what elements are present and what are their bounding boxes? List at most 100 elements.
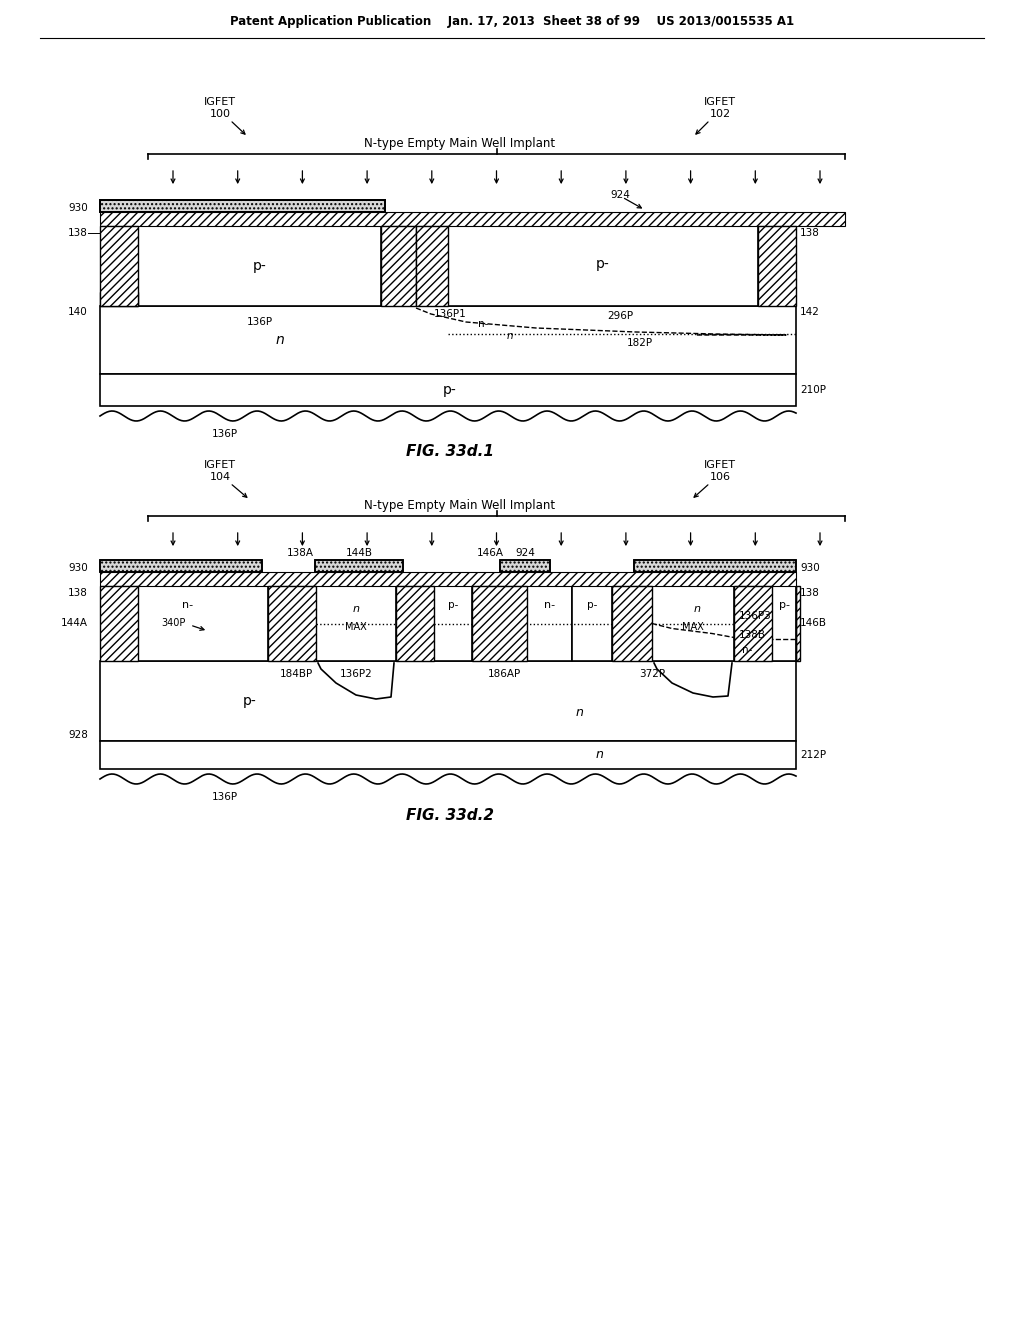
Text: IGFET: IGFET xyxy=(204,459,236,470)
Text: p-: p- xyxy=(596,257,610,271)
Text: IGFET: IGFET xyxy=(705,459,736,470)
Bar xyxy=(138,586,268,661)
Bar xyxy=(527,586,572,661)
Text: N-type Empty Main Well Implant: N-type Empty Main Well Implant xyxy=(365,136,556,149)
Text: 138: 138 xyxy=(69,228,88,238)
Text: n: n xyxy=(693,603,700,614)
Text: FIG. 33d.2: FIG. 33d.2 xyxy=(406,808,494,822)
Text: 372P: 372P xyxy=(639,669,665,678)
Bar xyxy=(758,226,796,306)
Bar xyxy=(100,201,385,213)
Text: 144B: 144B xyxy=(345,548,373,558)
Text: 140: 140 xyxy=(69,308,88,317)
Bar xyxy=(100,560,262,572)
Bar xyxy=(416,226,449,306)
Bar xyxy=(100,661,796,741)
Text: n-: n- xyxy=(182,599,194,610)
Text: 136P2: 136P2 xyxy=(340,669,373,678)
Text: 924: 924 xyxy=(515,548,535,558)
Bar xyxy=(100,572,796,586)
Bar xyxy=(734,586,772,661)
Text: p-: p- xyxy=(243,694,257,708)
Text: N-type Empty Main Well Implant: N-type Empty Main Well Implant xyxy=(365,499,556,511)
Text: 100: 100 xyxy=(210,110,230,119)
Text: Patent Application Publication    Jan. 17, 2013  Sheet 38 of 99    US 2013/00155: Patent Application Publication Jan. 17, … xyxy=(230,16,794,29)
Bar xyxy=(634,560,796,572)
Text: 138B: 138B xyxy=(739,630,766,640)
Text: 930: 930 xyxy=(69,564,88,573)
Bar xyxy=(796,586,800,661)
Text: 930: 930 xyxy=(69,203,88,213)
Text: IGFET: IGFET xyxy=(705,96,736,107)
Bar xyxy=(315,560,403,572)
Bar xyxy=(100,374,796,407)
Bar xyxy=(652,586,734,661)
Text: 142: 142 xyxy=(800,308,820,317)
Text: 146B: 146B xyxy=(800,619,827,628)
Text: n-: n- xyxy=(478,319,488,329)
Text: 138: 138 xyxy=(800,228,820,238)
Text: MAX: MAX xyxy=(682,622,703,632)
Text: n: n xyxy=(275,333,285,347)
Text: 212P: 212P xyxy=(800,750,826,760)
Text: p-: p- xyxy=(587,599,597,610)
Text: 136P3: 136P3 xyxy=(739,611,772,620)
Text: n-: n- xyxy=(742,644,753,655)
Text: 136P1: 136P1 xyxy=(433,309,466,319)
Text: 146A: 146A xyxy=(476,548,504,558)
Bar xyxy=(396,586,434,661)
Bar xyxy=(100,741,796,770)
Text: p-: p- xyxy=(778,599,790,610)
Text: n: n xyxy=(596,748,604,762)
Text: 930: 930 xyxy=(800,564,820,573)
Bar xyxy=(100,201,385,213)
Bar xyxy=(612,586,652,661)
Bar xyxy=(316,586,396,661)
Text: 924: 924 xyxy=(610,190,630,201)
Text: 136P: 136P xyxy=(212,429,238,440)
Text: 340P: 340P xyxy=(162,619,186,628)
Text: 104: 104 xyxy=(210,473,230,482)
Text: p-: p- xyxy=(447,599,458,610)
Bar xyxy=(100,560,262,572)
Bar xyxy=(138,226,381,306)
Text: 138A: 138A xyxy=(287,548,313,558)
Bar xyxy=(572,586,612,661)
Text: 144A: 144A xyxy=(61,619,88,628)
Bar xyxy=(381,226,416,306)
Bar xyxy=(100,226,138,306)
Bar xyxy=(500,560,550,572)
Bar xyxy=(772,586,796,661)
Bar xyxy=(268,586,316,661)
Text: 186AP: 186AP xyxy=(487,669,521,678)
Bar xyxy=(100,586,138,661)
Bar xyxy=(100,201,385,213)
Bar xyxy=(472,586,527,661)
Text: 182P: 182P xyxy=(627,338,653,348)
Text: n-: n- xyxy=(544,599,555,610)
Bar xyxy=(100,292,138,306)
Text: 106: 106 xyxy=(710,473,730,482)
Text: p-: p- xyxy=(253,259,266,273)
Bar xyxy=(434,586,472,661)
Text: 138: 138 xyxy=(800,587,820,598)
Text: n: n xyxy=(507,331,513,341)
Bar xyxy=(449,226,758,306)
Text: MAX: MAX xyxy=(345,622,367,632)
Text: 210P: 210P xyxy=(800,385,826,395)
Bar xyxy=(100,201,385,213)
Text: 102: 102 xyxy=(710,110,730,119)
Text: 184BP: 184BP xyxy=(280,669,312,678)
Bar xyxy=(634,560,796,572)
Text: n: n xyxy=(352,603,359,614)
Text: 296P: 296P xyxy=(607,312,633,321)
Text: 136P: 136P xyxy=(247,317,273,327)
Text: 136P: 136P xyxy=(212,792,238,803)
Bar xyxy=(100,213,845,226)
Bar xyxy=(100,306,796,374)
Text: n: n xyxy=(577,706,584,719)
Text: p-: p- xyxy=(443,383,457,397)
Text: IGFET: IGFET xyxy=(204,96,236,107)
Bar xyxy=(500,560,550,572)
Text: 138: 138 xyxy=(69,587,88,598)
